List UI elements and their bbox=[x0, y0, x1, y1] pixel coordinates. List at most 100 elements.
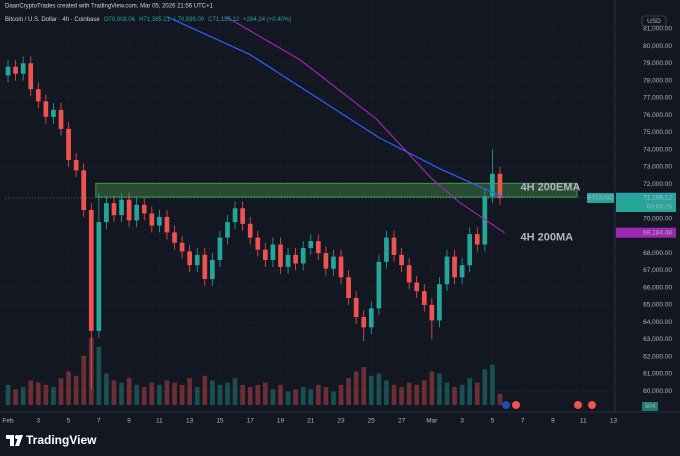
candle-body bbox=[399, 254, 404, 266]
x-tick-label: 15 bbox=[216, 418, 224, 425]
candle-body bbox=[490, 173, 495, 197]
volume-bar bbox=[338, 384, 344, 405]
candle-body bbox=[225, 222, 230, 238]
x-tick-label: 17 bbox=[247, 418, 255, 425]
candle-body bbox=[421, 291, 427, 305]
event-icons[interactable] bbox=[502, 401, 596, 409]
volume-bar bbox=[414, 384, 420, 405]
candle-body bbox=[270, 244, 276, 261]
volume-bar bbox=[35, 382, 41, 405]
volume-bar bbox=[255, 384, 261, 405]
x-tick-label: 25 bbox=[368, 418, 376, 425]
candle-body bbox=[315, 241, 321, 254]
currency-box[interactable] bbox=[641, 15, 667, 27]
y-tick-label: 80,000.00 bbox=[643, 43, 672, 50]
volume-bar bbox=[490, 364, 495, 405]
candle-body bbox=[444, 256, 450, 285]
candle-body bbox=[331, 256, 336, 269]
y-tick-label: 63,000.00 bbox=[643, 336, 672, 343]
candle-body bbox=[35, 89, 41, 102]
candle-body bbox=[164, 216, 170, 233]
axes: 60,000.00 61,000.00 62,000.00 63,000.00 64,0… bbox=[2, 26, 676, 425]
candle-body bbox=[73, 159, 79, 171]
volume-bar bbox=[66, 371, 71, 405]
symbol-name: Bitcoin / U.S. Dollar · 4h · Coinbase bbox=[5, 17, 100, 23]
volume-bar bbox=[43, 384, 49, 405]
legend-value: H71,385.21 bbox=[139, 17, 171, 23]
candle-body bbox=[293, 254, 298, 264]
candle-body bbox=[104, 203, 109, 223]
candle-body bbox=[232, 208, 238, 223]
y-tick-label: 62,000.00 bbox=[643, 353, 672, 360]
y-tick-label: 60,000.00 bbox=[643, 388, 672, 395]
candle-body bbox=[497, 173, 503, 198]
volume-bar bbox=[149, 382, 155, 405]
volume-bar bbox=[399, 387, 404, 405]
candle-body bbox=[58, 109, 64, 129]
candle-body bbox=[179, 242, 185, 252]
line-annotation: 4H 200EMA bbox=[521, 182, 581, 194]
volume-bar bbox=[187, 378, 193, 405]
event-icon[interactable] bbox=[502, 401, 510, 409]
candle-body bbox=[51, 109, 56, 117]
volume-bar bbox=[51, 387, 56, 405]
volume-bar bbox=[346, 378, 351, 405]
volume-bar bbox=[300, 387, 306, 405]
candle-body bbox=[263, 249, 268, 261]
volume-bar bbox=[376, 373, 382, 405]
price-label-box bbox=[616, 192, 676, 212]
grid bbox=[0, 0, 615, 412]
candle-body bbox=[126, 199, 132, 221]
candle-body bbox=[157, 216, 162, 226]
x-tick-label: 13 bbox=[186, 418, 194, 425]
candle-body bbox=[202, 254, 208, 280]
line-annotation: 4H 200MA bbox=[521, 232, 574, 244]
candle-body bbox=[217, 237, 223, 261]
candle-body bbox=[346, 277, 351, 299]
candle-body bbox=[172, 232, 177, 243]
candle-body bbox=[323, 253, 329, 269]
candle-body bbox=[459, 265, 465, 278]
event-icon[interactable] bbox=[574, 401, 582, 409]
candle-body bbox=[406, 265, 412, 283]
x-tick-label: 7 bbox=[521, 418, 525, 425]
x-tick-label: Feb bbox=[2, 418, 14, 425]
x-tick-label: 3 bbox=[36, 418, 40, 425]
y-tick-label: 74,000.00 bbox=[643, 146, 672, 153]
volume-bar bbox=[5, 384, 11, 405]
candle-body bbox=[81, 170, 87, 210]
candle-body bbox=[285, 254, 291, 267]
candle-body bbox=[96, 222, 102, 331]
moving-average-line bbox=[166, 16, 505, 199]
brand-name: TradingView bbox=[26, 433, 97, 447]
volume-bar bbox=[73, 375, 79, 405]
volume-bar bbox=[13, 389, 18, 405]
y-tick-label: 66,000.00 bbox=[643, 284, 672, 291]
x-tick-label: 5 bbox=[491, 418, 495, 425]
candle-body bbox=[149, 213, 155, 226]
volume-bar bbox=[482, 369, 488, 405]
volume-bar bbox=[361, 366, 367, 405]
volume-bar bbox=[293, 389, 298, 405]
volume-bar bbox=[126, 378, 132, 405]
candle-body bbox=[194, 254, 200, 266]
event-icon[interactable] bbox=[512, 401, 520, 409]
moving-averages: 4H 200EMA 4H 200MA bbox=[166, 16, 581, 244]
candle-body bbox=[5, 66, 11, 76]
volume-bar bbox=[270, 389, 276, 405]
legend-value: +284.24 (+0.40%) bbox=[243, 17, 291, 23]
volume-bar bbox=[263, 382, 268, 405]
candle-body bbox=[437, 284, 442, 321]
volume-bar bbox=[353, 371, 359, 405]
author-line: DaanCryptoTrades created with TradingVie… bbox=[5, 4, 214, 10]
candle-body bbox=[255, 237, 261, 250]
event-icon[interactable] bbox=[588, 401, 596, 409]
candle-body bbox=[361, 316, 367, 328]
candle-body bbox=[20, 63, 26, 74]
currency: USD bbox=[647, 18, 661, 25]
legend-value: L70,836.00 bbox=[174, 17, 205, 23]
candles bbox=[5, 56, 503, 390]
volume-bar bbox=[119, 382, 124, 405]
